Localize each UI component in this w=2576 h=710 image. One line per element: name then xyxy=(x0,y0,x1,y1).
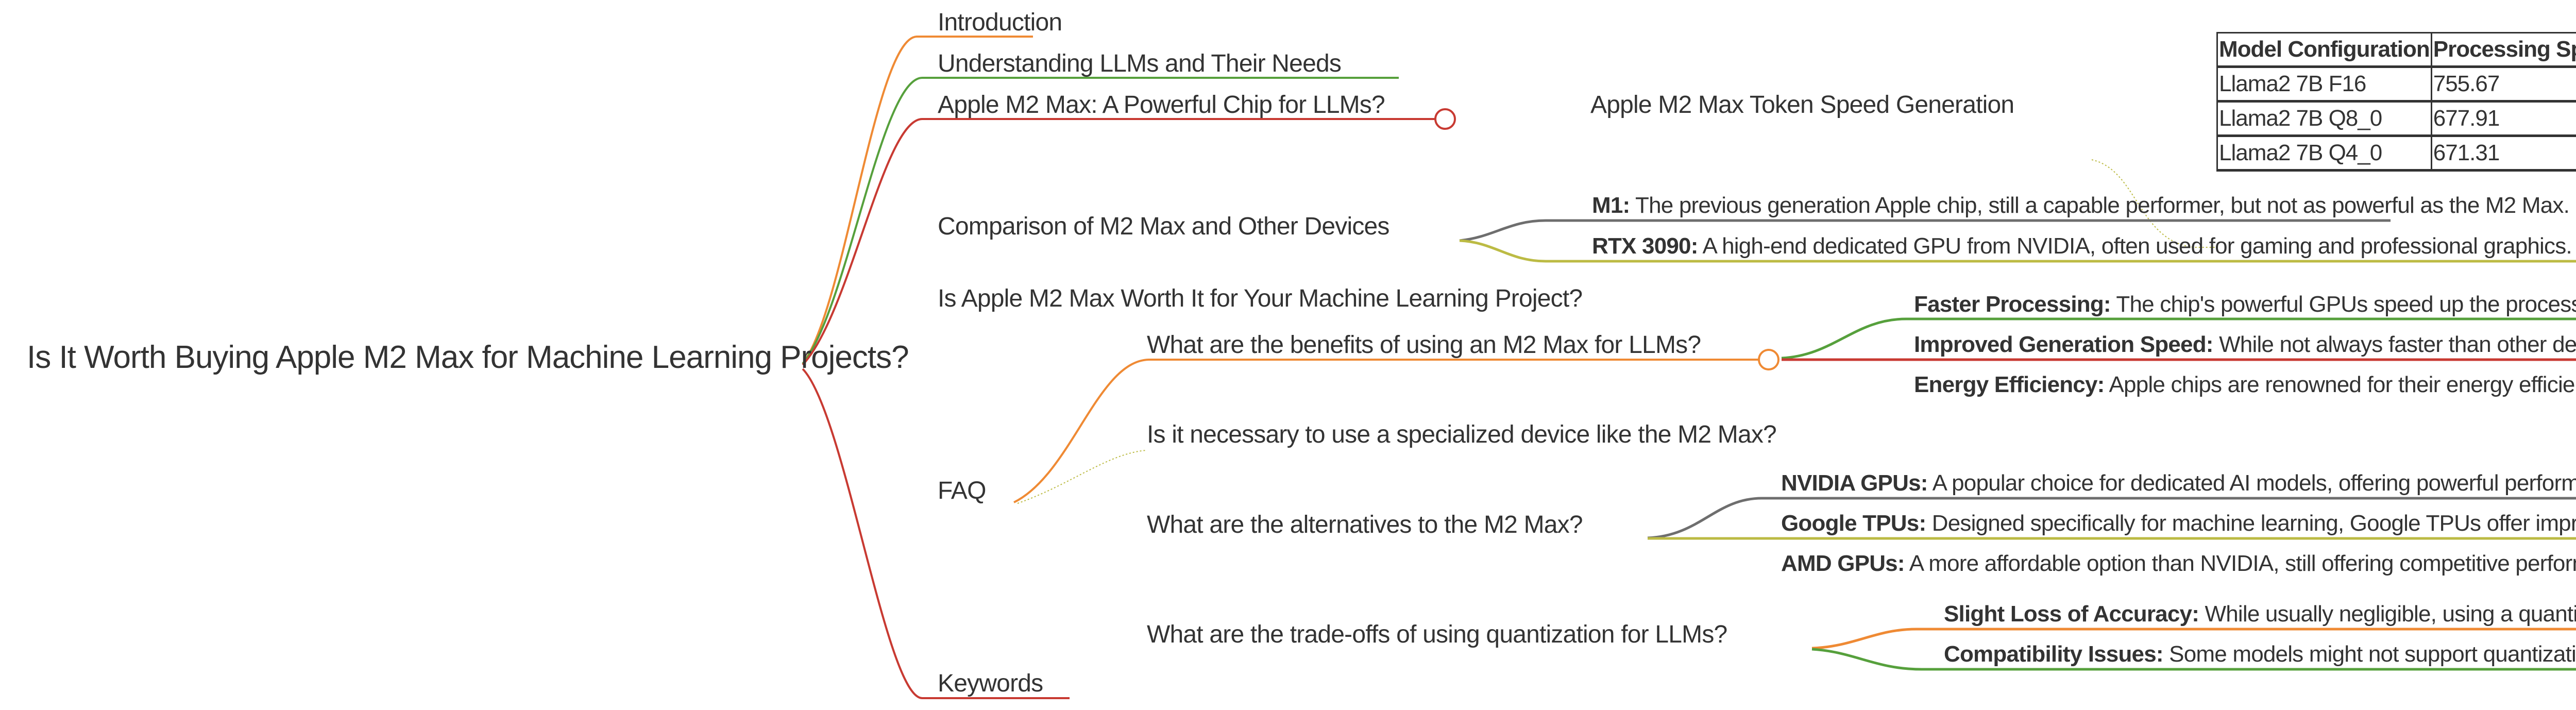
link-faq-necessary xyxy=(1017,450,1147,504)
topic-worth-it[interactable]: Is Apple M2 Max Worth It for Your Machin… xyxy=(938,285,1583,312)
link-apple-m2 xyxy=(802,118,1435,366)
topic-amd-gpus[interactable]: AMD GPUs: A more affordable option than … xyxy=(1781,552,2576,575)
term-description: While not always faster than other devic… xyxy=(2219,332,2576,357)
topic-keywords[interactable]: Keywords xyxy=(938,670,1043,697)
table-header-row: Model Configuration Processing Speed (To… xyxy=(2216,32,2576,67)
topic-introduction[interactable]: Introduction xyxy=(938,9,1062,36)
link-token-speed-table xyxy=(2091,159,2215,248)
topic-understanding-llms[interactable]: Understanding LLMs and Their Needs xyxy=(938,50,1342,77)
topic-slight-loss-accuracy[interactable]: Slight Loss of Accuracy: While usually n… xyxy=(1944,603,2576,626)
term-label: Energy Efficiency: xyxy=(1914,372,2105,397)
topic-token-speed-generation[interactable]: Apple M2 Max Token Speed Generation xyxy=(1590,91,2014,119)
term-description: The chip's powerful GPUs speed up the pr… xyxy=(2116,292,2576,317)
term-description: A more affordable option than NVIDIA, st… xyxy=(1909,551,2576,576)
table-cell: 677.91 xyxy=(2430,100,2576,137)
table-cell: 671.31 xyxy=(2430,135,2576,171)
link-faq-benefits xyxy=(1013,359,1759,503)
link-faster-processing xyxy=(1781,317,2576,360)
root-topic[interactable]: Is It Worth Buying Apple M2 Max for Mach… xyxy=(27,340,909,375)
table-row: Llama2 7B Q8_0 677.91 41.83 xyxy=(2216,100,2576,137)
topic-faq[interactable]: FAQ xyxy=(938,477,986,504)
term-description: The previous generation Apple chip, stil… xyxy=(1630,193,2570,218)
term-label: Slight Loss of Accuracy: xyxy=(1944,601,2199,627)
term-description: A high-end dedicated GPU from NVIDIA, of… xyxy=(1702,233,2576,259)
term-description: A popular choice for dedicated AI models… xyxy=(1927,470,2576,496)
link-introduction xyxy=(802,35,1033,365)
term-label: NVIDIA GPUs: xyxy=(1781,470,1928,496)
column-header: Processing Speed (Tokens/second) xyxy=(2430,32,2576,67)
term-description: Apple chips are renowned for their energ… xyxy=(2109,372,2576,397)
link-slight-loss xyxy=(1811,628,2576,650)
table-row: Llama2 7B F16 755.67 24.65 xyxy=(2216,66,2576,102)
topic-comparison[interactable]: Comparison of M2 Max and Other Devices xyxy=(938,213,1389,240)
table-cell: Llama2 7B Q8_0 xyxy=(2216,100,2432,137)
term-label: RTX 3090: xyxy=(1592,233,1698,259)
topic-compatibility-issues[interactable]: Compatibility Issues: Some models might … xyxy=(1944,643,2576,666)
link-compatibility xyxy=(1811,648,2576,671)
topic-improved-generation-speed[interactable]: Improved Generation Speed: While not alw… xyxy=(1914,333,2576,356)
token-speed-table: Model Configuration Processing Speed (To… xyxy=(2216,32,2576,172)
table-cell: 755.67 xyxy=(2430,66,2576,102)
topic-faster-processing[interactable]: Faster Processing: The chip's powerful G… xyxy=(1914,293,2576,316)
topic-benefits[interactable]: What are the benefits of using an M2 Max… xyxy=(1147,331,1701,359)
term-description: Designed specifically for machine learni… xyxy=(1931,511,2576,536)
term-label: M1: xyxy=(1592,193,1630,218)
topic-is-necessary[interactable]: Is it necessary to use a specialized dev… xyxy=(1147,421,1777,448)
table-cell: Llama2 7B Q4_0 xyxy=(2216,135,2432,171)
column-header: Model Configuration xyxy=(2216,32,2432,67)
link-rtx3090 xyxy=(1459,239,2576,263)
link-nvidia xyxy=(1647,497,2576,539)
topic-apple-m2-max[interactable]: Apple M2 Max: A Powerful Chip for LLMs? xyxy=(938,91,1385,119)
term-label: Google TPUs: xyxy=(1781,511,1926,536)
topic-google-tpus[interactable]: Google TPUs: Designed specifically for m… xyxy=(1781,512,2576,535)
collapse-marker-benefits xyxy=(1758,349,1780,370)
collapse-marker-apple-m2 xyxy=(1434,108,1456,130)
term-description: While usually negligible, using a quanti… xyxy=(2205,601,2576,627)
term-label: Compatibility Issues: xyxy=(1944,641,2164,667)
table-cell: Llama2 7B F16 xyxy=(2216,66,2432,102)
term-label: Faster Processing: xyxy=(1914,292,2111,317)
topic-alternatives[interactable]: What are the alternatives to the M2 Max? xyxy=(1147,511,1583,538)
link-understanding xyxy=(802,77,1399,365)
term-label: AMD GPUs: xyxy=(1781,551,1905,576)
topic-trade-offs[interactable]: What are the trade-offs of using quantiz… xyxy=(1147,621,1727,648)
topic-m1[interactable]: M1: The previous generation Apple chip, … xyxy=(1592,193,2570,218)
link-keywords xyxy=(802,368,1070,699)
table-row: Llama2 7B Q4_0 671.31 65.95 xyxy=(2216,135,2576,171)
topic-energy-efficiency[interactable]: Energy Efficiency: Apple chips are renow… xyxy=(1914,374,2576,396)
topic-rtx3090[interactable]: RTX 3090: A high-end dedicated GPU from … xyxy=(1592,235,2576,258)
topic-nvidia-gpus[interactable]: NVIDIA GPUs: A popular choice for dedica… xyxy=(1781,472,2576,495)
term-label: Improved Generation Speed: xyxy=(1914,332,2213,357)
term-description: Some models might not support quantizati… xyxy=(2169,641,2576,667)
link-m1 xyxy=(1459,219,2391,242)
